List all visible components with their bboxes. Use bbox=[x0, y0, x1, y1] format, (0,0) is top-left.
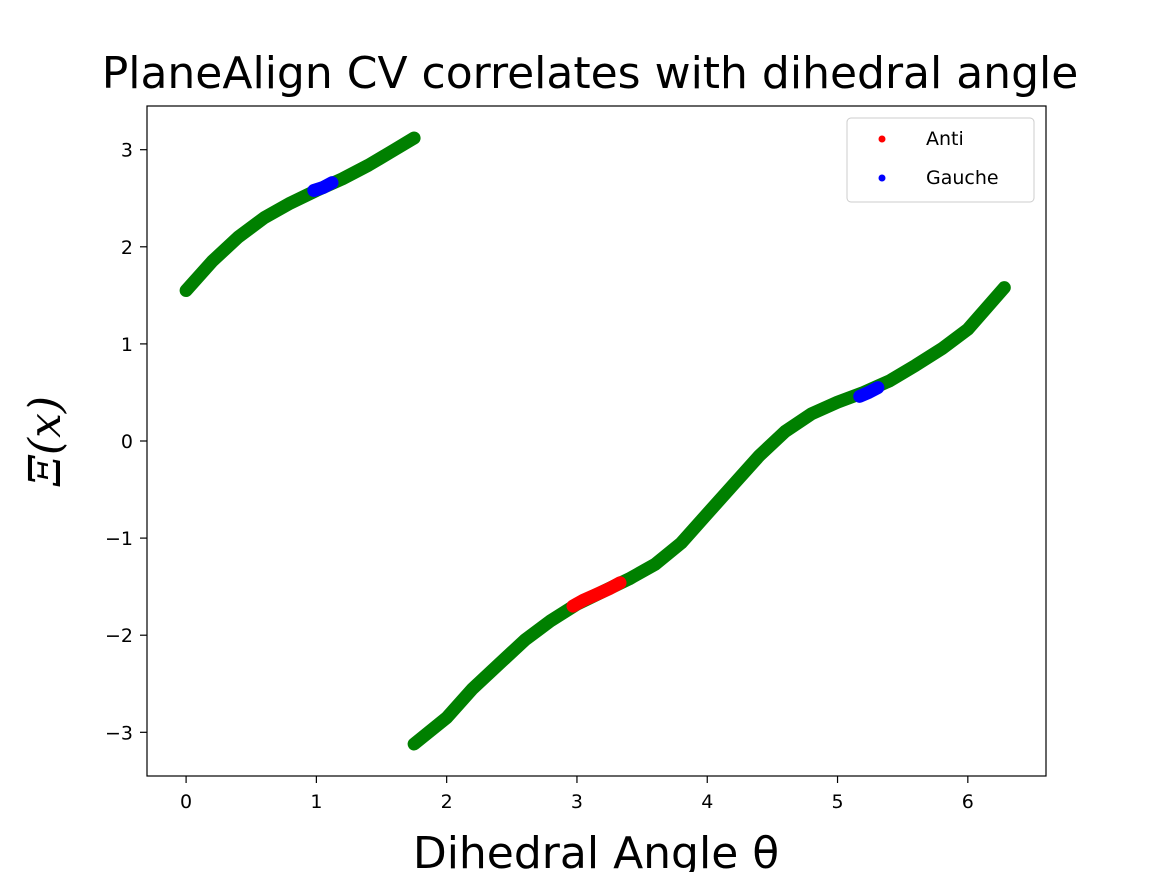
data-point bbox=[779, 425, 792, 438]
x-tick-label: 4 bbox=[701, 791, 713, 813]
data-point bbox=[862, 386, 875, 399]
y-tick-label: 2 bbox=[121, 237, 133, 259]
data-point bbox=[408, 132, 421, 144]
data-point bbox=[590, 588, 603, 601]
data-point bbox=[284, 197, 297, 210]
data-point bbox=[577, 594, 590, 607]
data-point bbox=[362, 159, 375, 172]
data-point bbox=[753, 449, 766, 462]
y-tick-label: 1 bbox=[121, 334, 133, 356]
data-point bbox=[408, 738, 421, 750]
data-point bbox=[466, 682, 479, 695]
series-gauche bbox=[307, 176, 885, 403]
legend-box bbox=[846, 117, 1035, 203]
legend-label-gauche: Gauche bbox=[926, 167, 999, 189]
data-point bbox=[206, 255, 219, 268]
series-band-0-0 bbox=[179, 131, 421, 297]
y-axis-label: Ξ(x) bbox=[20, 396, 71, 487]
legend-marker-gauche bbox=[878, 174, 886, 182]
data-point bbox=[492, 658, 505, 671]
chart-title: PlaneAlign CV correlates with dihedral a… bbox=[102, 48, 1079, 99]
data-point bbox=[961, 323, 974, 336]
data-point bbox=[805, 407, 818, 420]
data-point bbox=[935, 342, 948, 355]
data-point bbox=[307, 184, 320, 197]
data-point bbox=[909, 359, 922, 372]
legend: Anti Gauche bbox=[846, 117, 1035, 203]
data-point bbox=[727, 478, 740, 491]
data-point bbox=[853, 390, 866, 403]
data-point bbox=[388, 143, 401, 156]
data-point bbox=[567, 600, 579, 613]
legend-label-anti: Anti bbox=[926, 128, 964, 150]
data-point bbox=[518, 634, 531, 647]
data-point bbox=[701, 507, 714, 520]
data-point bbox=[675, 537, 688, 549]
data-point bbox=[440, 711, 453, 724]
x-tick-label: 1 bbox=[310, 791, 322, 813]
y-tick-label: 3 bbox=[121, 140, 133, 162]
y-tick-label: −2 bbox=[105, 625, 133, 647]
y-tick-label: −3 bbox=[105, 722, 133, 744]
plot-area bbox=[179, 131, 1011, 751]
series-all-frames bbox=[179, 131, 1011, 751]
data-point bbox=[603, 582, 616, 595]
axis-ticks: 0 1 2 3 4 5 6 −3 −2 −1 0 1 2 3 bbox=[105, 140, 974, 813]
data-point bbox=[316, 181, 329, 194]
x-tick-label: 5 bbox=[831, 791, 843, 813]
data-point bbox=[883, 374, 896, 387]
data-point bbox=[871, 381, 884, 394]
legend-marker-anti bbox=[878, 135, 886, 143]
data-point bbox=[258, 211, 271, 224]
x-tick-label: 6 bbox=[962, 791, 974, 813]
x-tick-label: 0 bbox=[180, 791, 192, 813]
data-point bbox=[614, 576, 626, 589]
data-point bbox=[831, 396, 844, 409]
y-tick-label: 0 bbox=[121, 431, 133, 453]
series-anti bbox=[566, 576, 627, 613]
data-point bbox=[326, 176, 338, 189]
data-point bbox=[998, 281, 1011, 294]
x-tick-label: 3 bbox=[571, 791, 583, 813]
data-point bbox=[544, 614, 557, 627]
data-point bbox=[336, 172, 349, 185]
x-tick-label: 2 bbox=[441, 791, 453, 813]
y-tick-label: −1 bbox=[105, 528, 133, 550]
data-point bbox=[232, 231, 245, 244]
data-point bbox=[649, 558, 662, 571]
data-point bbox=[180, 284, 193, 297]
x-axis-label: Dihedral Angle θ bbox=[413, 828, 779, 872]
